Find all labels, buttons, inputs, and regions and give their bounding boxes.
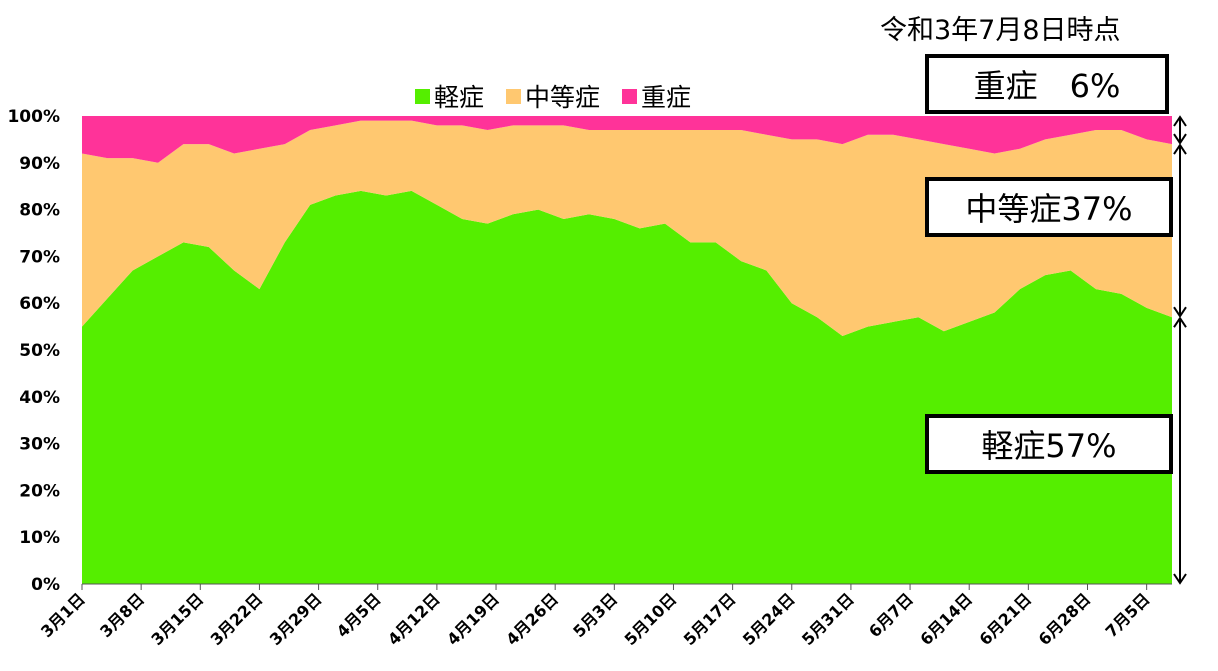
x-tick-label: 6月7日 — [865, 589, 917, 641]
callout-mild: 軽症57% — [925, 414, 1173, 474]
x-tick-label: 5月3日 — [569, 589, 621, 641]
y-axis: 0% 10% 20% 30% 40% 50% 60% 70% 80% 90% 100% — [7, 107, 1172, 595]
x-tick-label: 3月15日 — [147, 589, 207, 649]
legend-label-mild: 軽症 — [434, 83, 485, 112]
y-tick-label: 10% — [19, 528, 60, 548]
x-tick-label: 5月10日 — [621, 589, 681, 649]
x-tick-label: 4月19日 — [443, 589, 503, 649]
area-layer — [82, 116, 1172, 584]
x-tick-label: 6月28日 — [1035, 589, 1095, 649]
legend-swatch-mild — [415, 88, 430, 104]
y-tick-label: 20% — [19, 481, 60, 501]
legend: 軽症 中等症 重症 — [415, 78, 691, 114]
y-tick-label: 30% — [19, 435, 60, 455]
x-tick-label: 5月24日 — [739, 589, 799, 649]
y-tick-label: 70% — [19, 247, 60, 267]
area-moderate — [82, 120, 1172, 336]
date-note: 令和3年7月8日時点 — [880, 15, 1121, 46]
y-tick-label: 40% — [19, 388, 60, 408]
x-tick-label: 3月29日 — [266, 589, 326, 649]
legend-entry-moderate: 中等症 — [506, 78, 600, 114]
arrow-severe — [1173, 115, 1187, 145]
x-tick-label: 6月14日 — [916, 589, 976, 649]
x-axis: 3月1日 3月8日 3月15日 3月22日 3月29日 4月5日 4月12日 4月19日 4月2… — [37, 584, 1153, 649]
x-tick-label: 3月22日 — [207, 589, 267, 649]
x-tick-label: 5月17日 — [680, 589, 740, 649]
arrow-moderate — [1173, 143, 1187, 319]
legend-swatch-moderate — [506, 88, 522, 104]
callout-moderate: 中等症37% — [925, 177, 1173, 237]
arrow-mild — [1173, 316, 1187, 585]
x-tick-label: 5月31日 — [798, 589, 858, 649]
legend-swatch-severe — [622, 88, 638, 104]
x-tick-label: 3月8日 — [96, 589, 148, 641]
x-tick-label: 6月21日 — [976, 589, 1036, 649]
x-tick-label: 7月5日 — [1102, 589, 1154, 641]
callout-severe: 重症 6% — [925, 54, 1169, 114]
y-tick-label: 90% — [19, 154, 60, 174]
y-tick-label: 60% — [19, 294, 60, 314]
bracket-arrows — [1173, 115, 1187, 585]
y-tick-label: 80% — [19, 201, 60, 221]
y-tick-label: 0% — [31, 575, 60, 595]
area-severe — [82, 116, 1172, 163]
legend-label-moderate: 中等症 — [525, 83, 601, 112]
x-tick-label: 4月26日 — [502, 589, 562, 649]
legend-entry-mild: 軽症 — [415, 78, 484, 114]
x-tick-label: 4月5日 — [333, 589, 385, 641]
legend-label-severe: 重症 — [641, 83, 692, 112]
x-tick-label: 4月12日 — [384, 589, 444, 649]
y-tick-label: 100% — [7, 107, 60, 127]
x-tick-label: 3月1日 — [37, 589, 89, 641]
legend-entry-severe: 重症 — [622, 78, 691, 114]
area-mild — [82, 190, 1172, 584]
y-tick-label: 50% — [19, 341, 60, 361]
